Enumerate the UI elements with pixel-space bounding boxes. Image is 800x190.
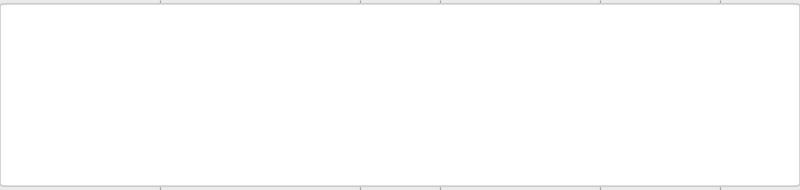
FancyBboxPatch shape (60, 25, 164, 70)
FancyBboxPatch shape (716, 120, 772, 165)
Text: Maintenance: Maintenance (260, 43, 340, 52)
Text: Maintenance: Maintenance (500, 138, 580, 147)
Text: Router 2.x: Router 2.x (0, 136, 48, 149)
Text: Router 1.x: Router 1.x (0, 41, 48, 54)
FancyBboxPatch shape (60, 120, 164, 165)
Text: EOL: EOL (732, 138, 756, 147)
Text: Q1 '26: Q1 '26 (423, 7, 457, 17)
Text: Q3 '25: Q3 '25 (343, 7, 377, 17)
Text: Q1 '27: Q1 '27 (703, 7, 737, 17)
Text: EOL: EOL (592, 43, 616, 52)
FancyBboxPatch shape (156, 25, 444, 70)
FancyBboxPatch shape (356, 120, 724, 165)
FancyBboxPatch shape (156, 120, 364, 165)
Text: Preview: Preview (87, 138, 137, 147)
Text: Q3 '26: Q3 '26 (583, 7, 617, 17)
FancyBboxPatch shape (436, 25, 772, 70)
Text: Q4 '24: Q4 '24 (143, 7, 177, 17)
Text: Active: Active (241, 138, 279, 147)
Text: Active: Active (93, 43, 131, 52)
